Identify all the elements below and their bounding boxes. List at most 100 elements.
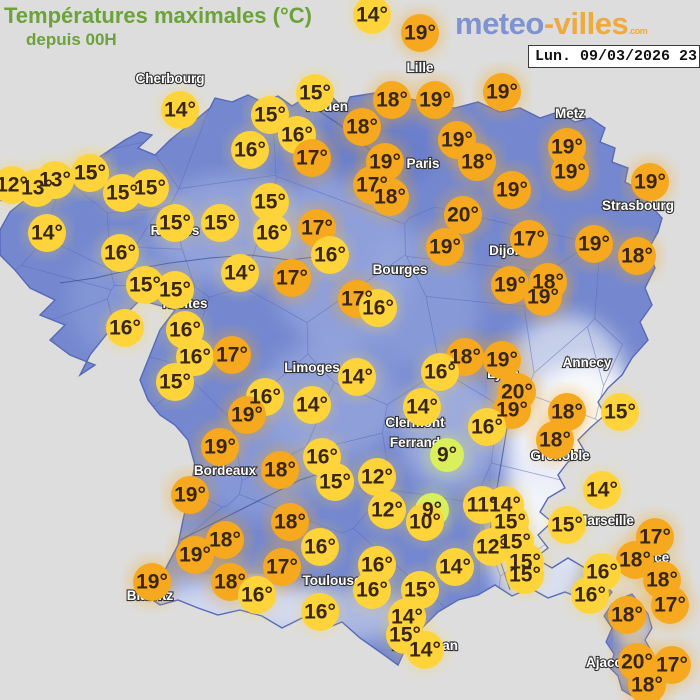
svg-text:15°: 15° [74,162,106,185]
svg-text:19°: 19° [419,89,451,112]
svg-text:19°: 19° [551,136,583,159]
svg-text:16°: 16° [306,446,338,469]
svg-text:12°: 12° [361,466,393,489]
svg-text:16°: 16° [356,579,388,602]
svg-text:Bourges: Bourges [373,262,428,277]
svg-text:15°: 15° [134,177,166,200]
svg-text:18°: 18° [539,429,571,452]
svg-text:18°: 18° [209,529,241,552]
svg-text:20°: 20° [621,651,653,674]
svg-text:16°: 16° [281,124,313,147]
svg-text:19°: 19° [578,233,610,256]
svg-text:19°: 19° [486,81,518,104]
svg-text:14°: 14° [164,99,196,122]
svg-text:19°: 19° [494,274,526,297]
svg-text:18°: 18° [264,459,296,482]
svg-text:15°: 15° [106,182,138,205]
svg-text:10°: 10° [409,511,441,534]
svg-text:16°: 16° [169,319,201,342]
svg-text:Paris: Paris [406,156,439,171]
svg-text:15°: 15° [319,471,351,494]
svg-text:17°: 17° [654,594,686,617]
svg-text:19°: 19° [496,179,528,202]
svg-text:13°: 13° [39,169,71,192]
svg-text:16°: 16° [574,584,606,607]
svg-text:18°: 18° [621,245,653,268]
svg-text:19°: 19° [231,404,263,427]
svg-text:15°: 15° [129,274,161,297]
svg-text:Lille: Lille [406,60,433,75]
svg-text:17°: 17° [513,228,545,251]
svg-text:19°: 19° [204,436,236,459]
svg-text:14°: 14° [439,556,471,579]
svg-text:17°: 17° [266,556,298,579]
svg-text:14°: 14° [356,4,388,27]
svg-text:15°: 15° [159,212,191,235]
svg-text:18°: 18° [631,674,663,697]
svg-text:16°: 16° [109,317,141,340]
svg-text:16°: 16° [586,561,618,584]
svg-text:16°: 16° [256,222,288,245]
svg-text:Metz: Metz [555,106,585,121]
svg-text:Strasbourg: Strasbourg [602,198,674,213]
svg-text:19°: 19° [554,161,586,184]
svg-text:Toulouse: Toulouse [303,573,362,588]
svg-text:15°: 15° [299,82,331,105]
svg-text:17°: 17° [639,526,671,549]
svg-text:17°: 17° [301,217,333,240]
svg-text:16°: 16° [471,416,503,439]
svg-text:20°: 20° [447,204,479,227]
svg-text:16°: 16° [304,536,336,559]
svg-text:16°: 16° [361,554,393,577]
svg-text:15°: 15° [604,401,636,424]
svg-text:18°: 18° [461,151,493,174]
svg-text:16°: 16° [314,244,346,267]
svg-text:15°: 15° [159,279,191,302]
svg-text:19°: 19° [527,286,559,309]
svg-text:19°: 19° [634,171,666,194]
svg-text:19°: 19° [369,151,401,174]
svg-text:16°: 16° [241,584,273,607]
svg-text:15°: 15° [254,191,286,214]
svg-text:17°: 17° [276,267,308,290]
svg-text:14°: 14° [296,394,328,417]
svg-text:14°: 14° [586,479,618,502]
svg-text:18°: 18° [374,186,406,209]
svg-text:14°: 14° [406,396,438,419]
svg-text:19°: 19° [174,484,206,507]
svg-text:16°: 16° [104,242,136,265]
svg-text:14°: 14° [31,222,63,245]
svg-text:16°: 16° [234,139,266,162]
svg-text:16°: 16° [362,297,394,320]
svg-text:15°: 15° [509,564,541,587]
svg-text:16°: 16° [179,346,211,369]
svg-text:15°: 15° [551,514,583,537]
svg-text:18°: 18° [611,604,643,627]
svg-text:14°: 14° [409,639,441,662]
svg-text:19°: 19° [429,236,461,259]
svg-text:18°: 18° [646,569,678,592]
svg-text:12°: 12° [371,499,403,522]
svg-text:18°: 18° [551,401,583,424]
svg-text:16°: 16° [424,361,456,384]
svg-text:19°: 19° [441,129,473,152]
svg-text:19°: 19° [404,22,436,45]
svg-text:Annecy: Annecy [563,355,612,370]
svg-text:18°: 18° [376,89,408,112]
svg-text:19°: 19° [136,571,168,594]
svg-text:14°: 14° [341,366,373,389]
svg-text:19°: 19° [179,544,211,567]
svg-text:19°: 19° [486,349,518,372]
svg-text:Limoges: Limoges [284,360,340,375]
svg-text:17°: 17° [296,147,328,170]
svg-text:18°: 18° [274,511,306,534]
svg-text:Cherbourg: Cherbourg [136,71,205,86]
svg-text:15°: 15° [404,579,436,602]
svg-text:15°: 15° [204,212,236,235]
svg-text:14°: 14° [224,262,256,285]
svg-text:9°: 9° [437,444,457,467]
svg-text:18°: 18° [346,116,378,139]
svg-text:17°: 17° [216,344,248,367]
svg-text:16°: 16° [304,601,336,624]
svg-text:15°: 15° [159,371,191,394]
